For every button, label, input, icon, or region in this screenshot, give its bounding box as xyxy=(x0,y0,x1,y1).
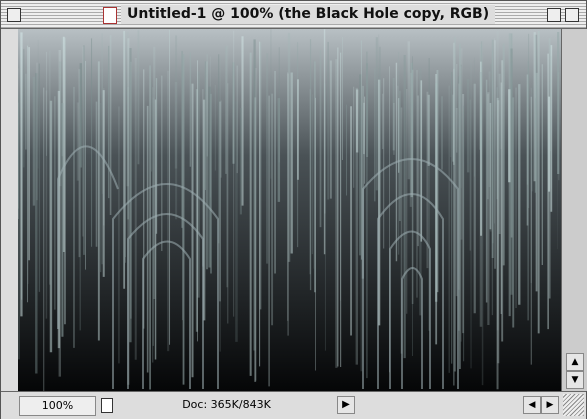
vertical-scrollbar[interactable]: ▲ ▼ xyxy=(561,29,587,391)
page-icon[interactable] xyxy=(101,398,113,413)
status-menu[interactable]: ▶ xyxy=(337,396,355,414)
collapse-box[interactable] xyxy=(565,8,579,22)
scroll-down[interactable]: ▼ xyxy=(566,371,584,389)
scroll-right[interactable]: ▶ xyxy=(541,396,559,414)
streaks xyxy=(18,29,560,391)
scroll-up[interactable]: ▲ xyxy=(566,353,584,371)
image-canvas xyxy=(18,29,561,391)
arches xyxy=(57,145,459,389)
scroll-left[interactable]: ◀ xyxy=(523,396,541,414)
zoom-box[interactable] xyxy=(547,8,561,22)
zoom-field[interactable]: 100% xyxy=(19,396,96,416)
title-bar[interactable]: Untitled-1 @ 100% (the Black Hole copy, … xyxy=(1,1,586,29)
doc-size: Doc: 365K/843K xyxy=(119,396,334,414)
resize-box[interactable] xyxy=(563,394,584,416)
window-title: Untitled-1 @ 100% (the Black Hole copy, … xyxy=(121,5,496,24)
document-icon xyxy=(103,7,117,24)
close-box[interactable] xyxy=(7,8,21,22)
status-bar: 100% Doc: 365K/843K ▶ ◀ ▶ xyxy=(1,391,586,419)
